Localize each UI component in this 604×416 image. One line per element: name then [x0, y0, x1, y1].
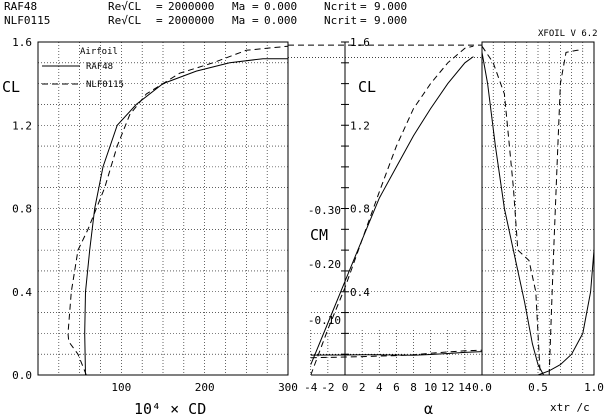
airfoil-2-name: NLF0115 [4, 14, 50, 27]
polar-frame [37, 41, 289, 376]
airfoil-1-name: RAF48 [4, 0, 37, 13]
alpha-series-raf48-cl [310, 56, 474, 365]
airfoil-1-ncrit-label: Ncrit [324, 0, 357, 13]
xtr-x-tick-label: 0.0 [472, 381, 492, 394]
lift-y-axis-label: CL [358, 78, 376, 96]
xtr-x-tick-label: 0.5 [528, 381, 548, 394]
polar-x-tick-label: 100 [111, 381, 131, 394]
alpha-x-tick-label: 12 [441, 381, 454, 394]
xtr-series-nlf0115-lower [548, 49, 583, 376]
airfoil-1-re-value: 2000000 [168, 0, 214, 13]
alpha-cm-tick-label: -0.30 [308, 204, 341, 217]
legend-entry-1: RAF48 [86, 62, 113, 72]
airfoil-1-ma-label: Ma [232, 0, 245, 13]
header: RAF48 Re√CL = 2000000 Ma = 0.000 Ncrit =… [4, 0, 407, 27]
alpha-series-raf48-cm [310, 351, 483, 356]
airfoil-2-re-label: Re√CL [108, 14, 141, 27]
alpha-series-nlf0115-cm [310, 349, 483, 359]
polar-x-tick-label: 200 [195, 381, 215, 394]
alpha-cm-tick-label: -0.20 [308, 258, 341, 271]
polar-x-tick-label: 300 [278, 381, 298, 394]
airfoil-2-ma-label: Ma [232, 14, 245, 27]
alpha-cl-tick-label: 0.4 [350, 286, 370, 299]
polar-y-tick-label: 1.6 [12, 36, 32, 49]
airfoil-2-ma-value: 0.000 [264, 14, 297, 27]
alpha-x-tick-label: -4 [304, 381, 318, 394]
alpha-x-tick-label: 4 [376, 381, 383, 394]
data-series [67, 44, 595, 376]
polar-y-tick-label: 0.8 [12, 203, 32, 216]
xtr-series-raf48-upper [481, 52, 545, 376]
alpha-cl-tick-label: 1.2 [350, 119, 370, 132]
airfoil-1-ma-value: 0.000 [264, 0, 297, 13]
alpha-cl-tick-label: 0.8 [350, 203, 370, 216]
polar-y-tick-label: 0.4 [12, 286, 32, 299]
alpha-x-tick-label: 2 [359, 381, 366, 394]
polar-y-tick-label: 0.0 [12, 369, 32, 382]
eq-sign: = [156, 14, 163, 27]
eq-sign: = [252, 14, 259, 27]
xfoil-version: XFOIL V 6.2 [538, 29, 598, 39]
polar-y-tick-label: 1.2 [12, 119, 32, 132]
alpha-cm-tick-label: -0.10 [308, 314, 341, 327]
polar-series-raf48 [84, 58, 288, 376]
legend-entry-2: NLF0115 [86, 80, 124, 90]
alpha-axis-label: α [424, 400, 433, 416]
legend: Airfoil RAF48 NLF0115 [42, 47, 124, 90]
alpha-cl-tick-label: 1.6 [350, 36, 370, 49]
eq-sign: = [156, 0, 163, 13]
xtr-series-nlf0115-upper [481, 45, 541, 376]
airfoil-1-ncrit-value: 9.000 [374, 0, 407, 13]
polar-x-axis-label: 10⁴ × CD [134, 400, 206, 416]
xtr-axis-label: xtr /c [550, 401, 590, 414]
alpha-x-tick-label: 6 [393, 381, 400, 394]
alpha-x-tick-label: 8 [410, 381, 417, 394]
airfoil-1-re-label: Re√CL [108, 0, 141, 13]
eq-sign: = [252, 0, 259, 13]
polar-y-axis-label: CL [2, 78, 20, 96]
airfoil-2-ncrit-label: Ncrit [324, 14, 357, 27]
eq-sign: = [360, 0, 367, 13]
airfoil-2-re-value: 2000000 [168, 14, 214, 27]
polar-series-nlf0115 [67, 45, 289, 376]
airfoil-2-ncrit-value: 9.000 [374, 14, 407, 27]
alpha-x-tick-label: 10 [424, 381, 437, 394]
eq-sign: = [360, 14, 367, 27]
xtr-x-tick-label: 1.0 [584, 381, 604, 394]
alpha-x-tick-label: 0 [342, 381, 349, 394]
axis-labels: CL 10⁴ × CD CL CM α xtr /c XFOIL V 6.2 [2, 29, 598, 416]
legend-title: Airfoil [80, 47, 118, 57]
xtr-series-raf48-lower [537, 146, 595, 376]
alpha-x-tick-label: -2 [321, 381, 334, 394]
moment-y-axis-label: CM [310, 226, 328, 244]
alpha-x-tick-label: 14 [458, 381, 472, 394]
